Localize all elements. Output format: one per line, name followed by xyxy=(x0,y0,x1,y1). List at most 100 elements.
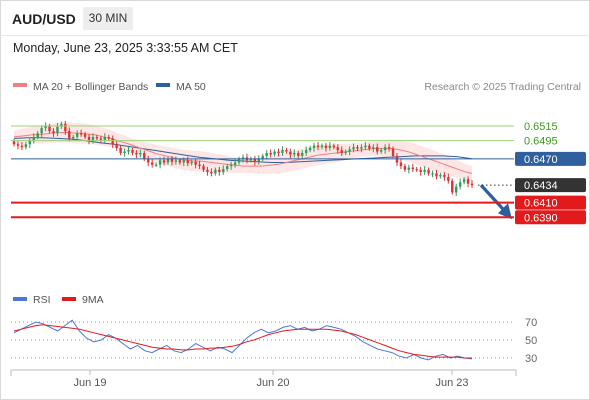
candle-body xyxy=(60,123,63,127)
candle-body xyxy=(364,145,367,148)
candle-body xyxy=(344,151,347,154)
candle-body xyxy=(16,144,20,146)
level-layer: 0.6515 0.6495 0.6470 0.6434 0.6410 0.6390 xyxy=(11,121,586,225)
candle-body xyxy=(103,136,107,140)
candle-body xyxy=(301,153,304,156)
candle-body xyxy=(419,169,422,172)
symbol-label: AUD/USD xyxy=(12,11,76,27)
candle-body xyxy=(269,153,272,155)
candle-body xyxy=(427,169,430,174)
projection-arrow-head xyxy=(498,203,512,220)
candle-body xyxy=(111,138,114,145)
candle-body xyxy=(379,150,383,152)
candle-body xyxy=(178,160,182,163)
candle-body xyxy=(340,150,343,154)
candle-body xyxy=(202,166,205,170)
candle-body xyxy=(273,151,276,155)
candle-body xyxy=(170,158,174,162)
candle-body xyxy=(150,162,154,165)
candle-body xyxy=(285,150,288,152)
candle-body xyxy=(458,182,462,187)
candle-body xyxy=(198,164,201,167)
level-tag-0.6470 xyxy=(515,151,586,166)
candle-body xyxy=(182,160,185,163)
rsi-series-RSI xyxy=(13,319,473,361)
rsi-series-9MA xyxy=(13,324,472,359)
projection-arrow-shaft xyxy=(479,184,507,213)
candle-body xyxy=(99,138,103,140)
candle-body xyxy=(293,153,296,155)
candle-body xyxy=(91,136,95,141)
x-ticks: Jun 19 Jun 20 Jun 23 xyxy=(73,370,469,389)
candle-body xyxy=(241,157,245,159)
rsi-legend: RSI 9MA xyxy=(13,294,104,306)
candle-body xyxy=(226,166,229,170)
candle-body xyxy=(328,145,332,148)
candle-body xyxy=(83,134,87,137)
rsi-tick-70: 70 xyxy=(525,317,537,329)
candle-body xyxy=(466,179,470,184)
rsi-tick-30: 30 xyxy=(525,353,537,365)
candle-body xyxy=(253,158,257,162)
level-label-0.6495: 0.6495 xyxy=(524,136,558,148)
candle-body xyxy=(289,151,292,155)
candle-body xyxy=(107,136,110,139)
candle-body xyxy=(206,169,209,172)
candle-body xyxy=(352,147,355,150)
candle-body xyxy=(87,136,91,141)
credit-text: Research © 2025 Trading Central xyxy=(424,81,581,93)
candle-body xyxy=(237,158,241,163)
candle-body xyxy=(257,158,260,162)
candle-body xyxy=(194,161,197,165)
candle-body xyxy=(214,169,217,174)
level-label-0.6434: 0.6434 xyxy=(524,180,558,192)
candle-body xyxy=(12,141,16,145)
candle-body xyxy=(387,147,391,149)
candle-body xyxy=(249,158,253,161)
candle-body xyxy=(435,173,438,177)
candle-body xyxy=(20,145,24,148)
candle-body xyxy=(158,160,162,165)
candle-body xyxy=(399,162,403,167)
candle-body xyxy=(64,123,67,132)
candle-body xyxy=(462,179,466,183)
level-tag-0.6434 xyxy=(515,178,586,193)
level-label-0.6390: 0.6390 xyxy=(524,212,558,224)
candle-body xyxy=(139,153,142,155)
candle-body xyxy=(95,136,99,139)
main-legend: MA 20 + Bollinger Bands MA 50 Research ©… xyxy=(13,81,581,93)
ma20-legend-swatch xyxy=(13,83,27,87)
candle-body xyxy=(52,131,55,134)
candle-body xyxy=(229,164,233,167)
candle-body xyxy=(316,145,320,148)
chart-header: AUD/USD 30 MIN xyxy=(0,0,590,36)
candle-body xyxy=(336,147,339,151)
candle-body xyxy=(119,147,122,154)
candle-body xyxy=(68,131,71,139)
interval-button[interactable]: 30 MIN xyxy=(83,7,133,30)
ma20-line xyxy=(13,132,473,174)
candle-body xyxy=(308,147,312,151)
timestamp: Monday, June 23, 2025 3:33:55 AM CET xyxy=(13,41,238,55)
candle-body xyxy=(48,126,51,132)
candle-body xyxy=(277,151,280,154)
candle-body xyxy=(403,166,407,170)
x-tick-label: Jun 23 xyxy=(435,377,468,389)
ma9-legend-label: 9MA xyxy=(82,294,104,306)
ma20-legend-label: MA 20 + Bollinger Bands xyxy=(33,81,148,93)
level-label-0.6515: 0.6515 xyxy=(524,121,558,133)
candle-body xyxy=(143,153,146,159)
candle-body xyxy=(423,169,426,172)
ma50-legend-swatch xyxy=(156,83,170,87)
candle-body xyxy=(186,160,189,164)
level-label-0.6470: 0.6470 xyxy=(524,154,558,166)
candle-body xyxy=(443,174,446,178)
candle-body xyxy=(127,150,130,152)
candle-body xyxy=(320,145,324,148)
candle-body xyxy=(470,183,474,186)
candle-body xyxy=(261,155,264,159)
candle-body xyxy=(348,149,351,152)
candle-body xyxy=(356,147,359,149)
candle-body xyxy=(391,148,395,156)
